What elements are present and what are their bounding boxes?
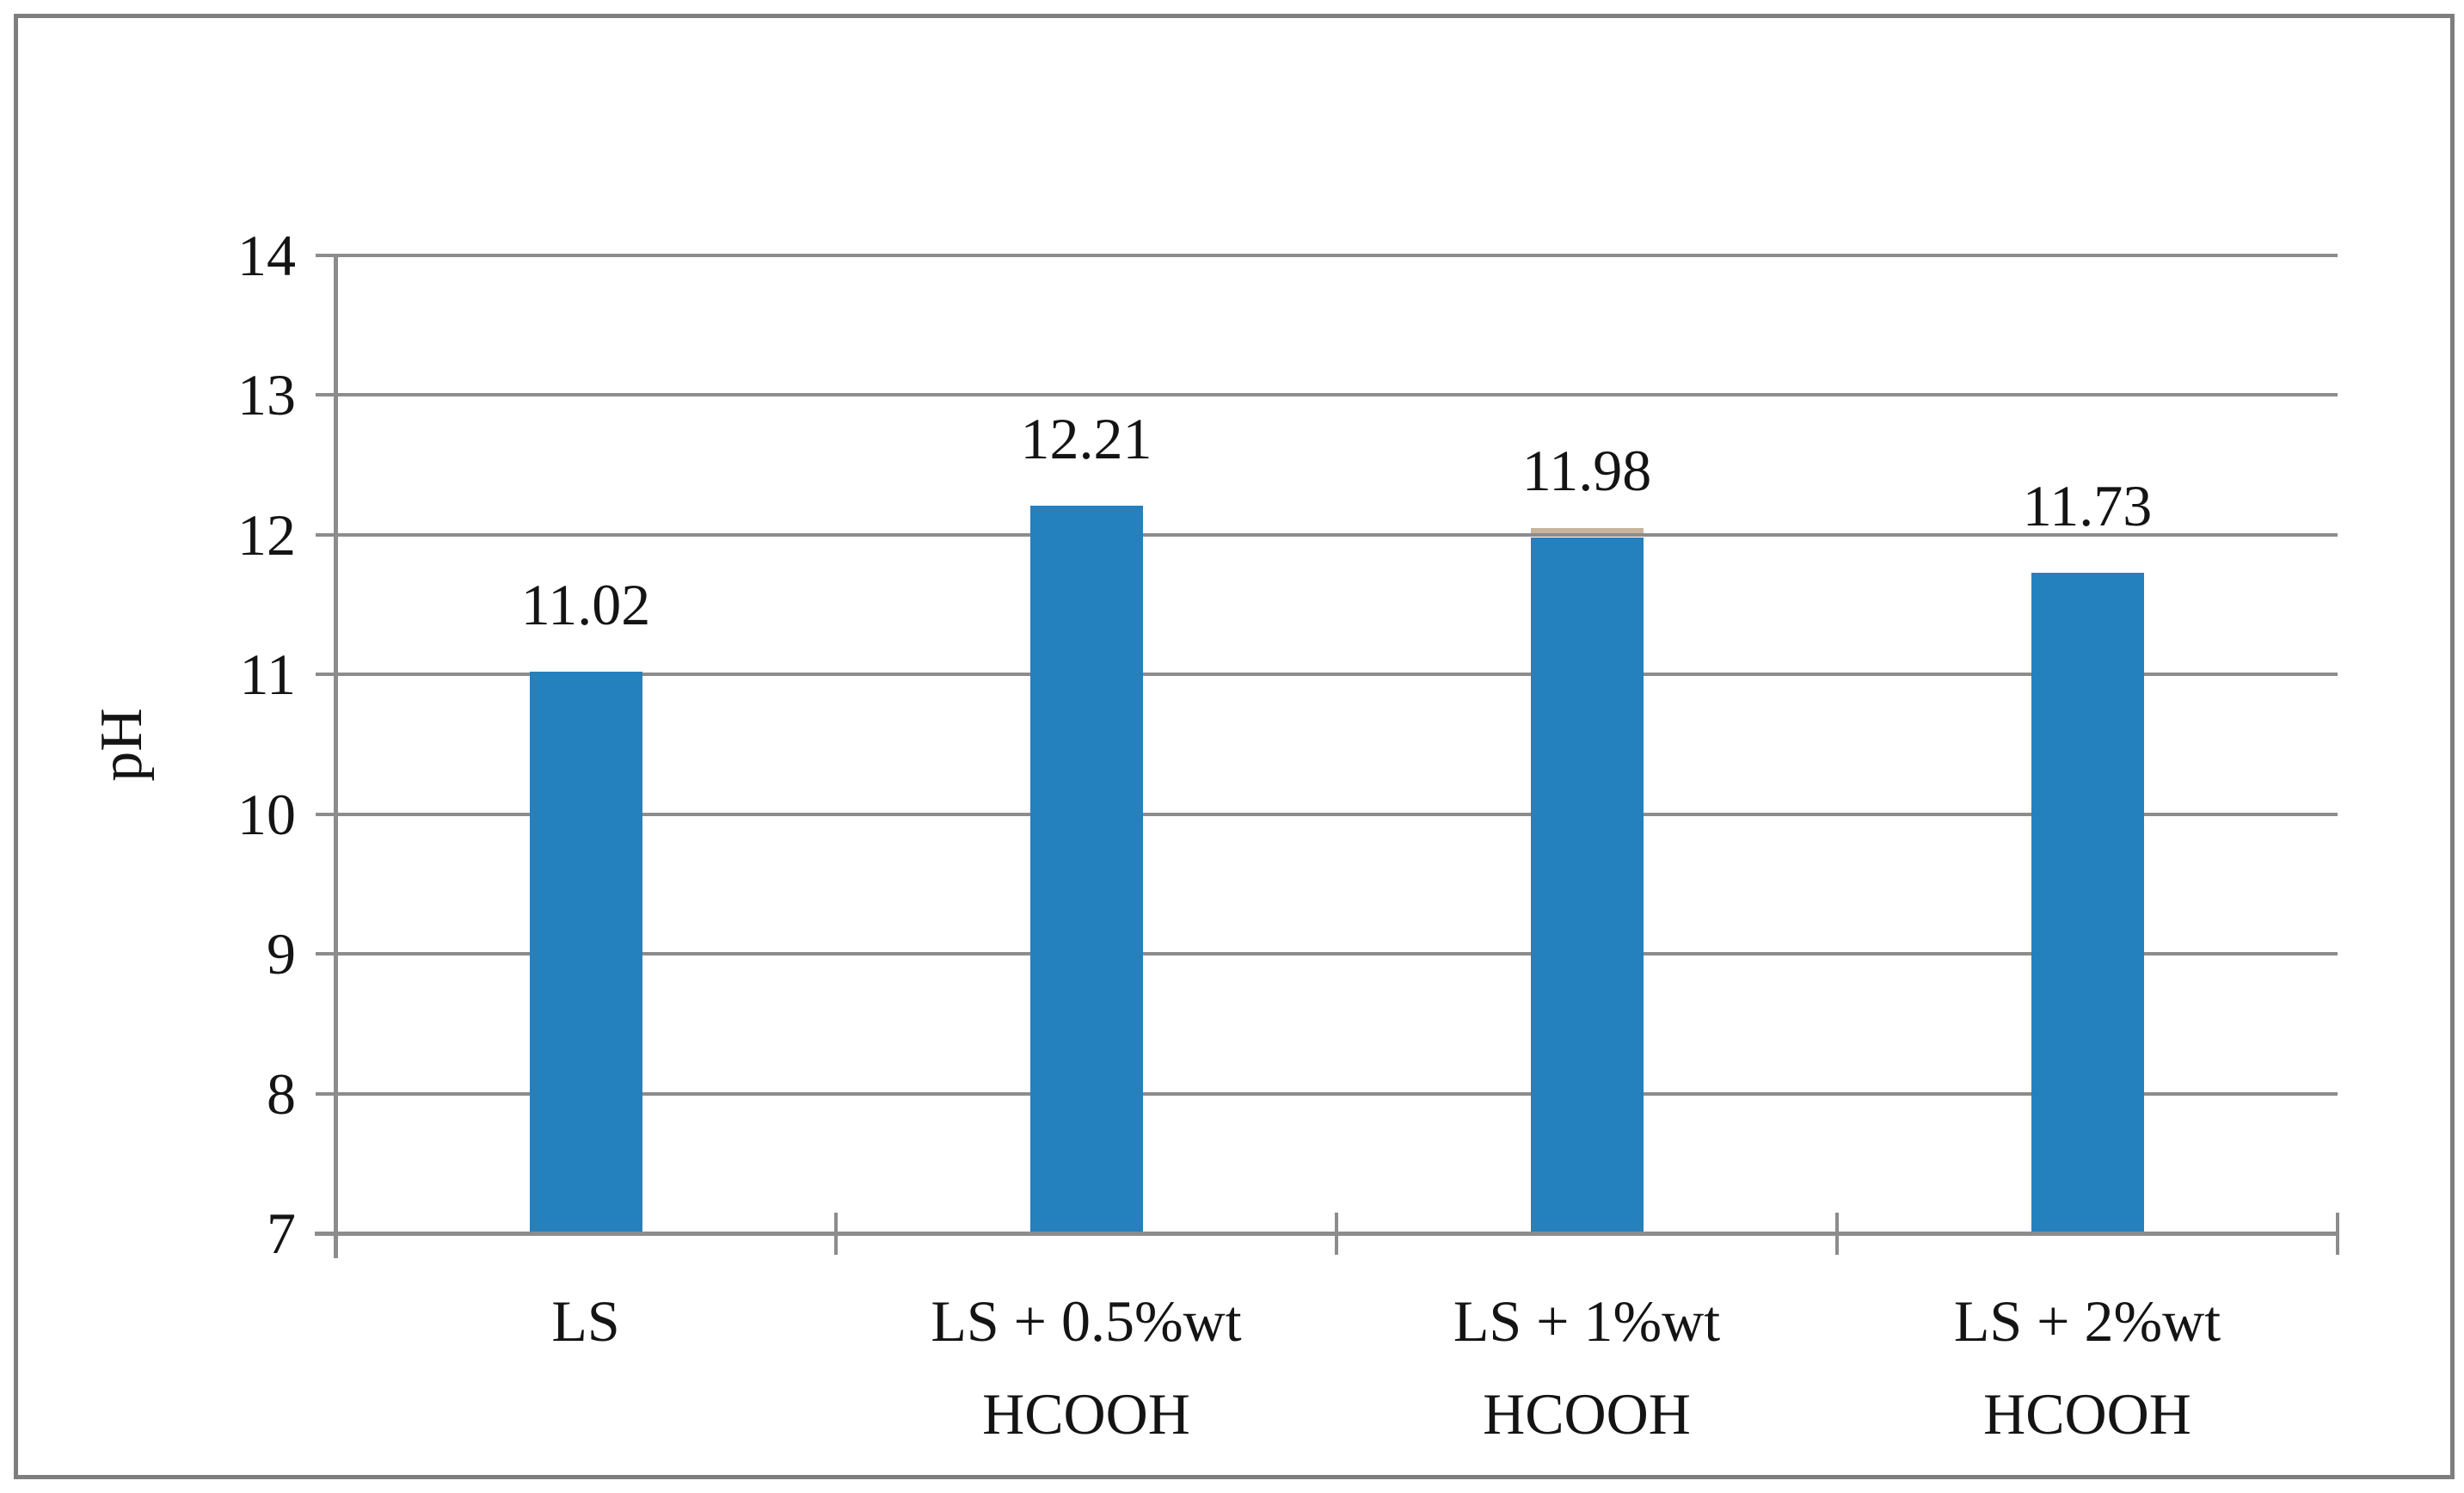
y-tick-label: 8 (267, 1060, 296, 1127)
y-axis-line (334, 254, 338, 1258)
y-axis-tick (316, 673, 335, 677)
y-gridline (335, 254, 2338, 257)
y-tick-label: 7 (267, 1201, 296, 1266)
x-category-label-line: HCOOH (1483, 1381, 1691, 1447)
y-gridline (335, 673, 2338, 677)
x-axis-tick (334, 1213, 337, 1255)
x-category-label-line: LS + 1%wt (1453, 1288, 1721, 1354)
x-category-label-line: LS (551, 1288, 620, 1354)
x-axis-tick (834, 1213, 838, 1255)
x-category-label-line: HCOOH (1983, 1381, 2191, 1447)
bar-top-artifact (1530, 528, 1644, 534)
x-axis-tick (1835, 1213, 1839, 1255)
figure-frame: pH 7 8 9 10 11 12 13 14 11.02 LS 12.21 LS + 0.5%wt H… (14, 14, 2455, 1479)
x-axis-line (315, 1232, 2339, 1236)
x-category-label: LS + 1%wt HCOOH (1336, 1275, 1837, 1460)
y-axis-tick (316, 1091, 335, 1096)
y-tick-label: 10 (237, 781, 296, 847)
bar-value-label: 11.02 (520, 572, 651, 638)
y-gridline (335, 812, 2338, 816)
y-tick-label: 9 (267, 921, 296, 987)
x-category-label-line: LS + 0.5%wt (931, 1288, 1242, 1354)
bar (2031, 572, 2144, 1233)
y-axis-tick (316, 812, 335, 816)
bar (1029, 505, 1143, 1233)
x-category-label: LS (335, 1275, 836, 1367)
x-category-label: LS + 0.5%wt HCOOH (836, 1275, 1336, 1460)
y-tick-label: 14 (237, 223, 296, 288)
y-tick-label: 11 (239, 642, 296, 708)
x-category-label-line: HCOOH (982, 1381, 1190, 1447)
bar-value-label: 11.98 (1521, 438, 1652, 504)
y-axis-tick (316, 532, 335, 537)
bar-value-label: 11.73 (2022, 472, 2153, 538)
y-tick-label: 13 (237, 362, 296, 428)
y-axis-tick (316, 393, 335, 397)
y-gridline (335, 393, 2338, 397)
y-gridline (335, 532, 2338, 537)
bar (1530, 538, 1644, 1233)
x-category-label-line: LS + 2%wt (1953, 1288, 2221, 1354)
y-gridline (335, 952, 2338, 956)
y-axis-tick (316, 254, 335, 257)
y-gridline (335, 1091, 2338, 1096)
x-category-label: LS + 2%wt HCOOH (1837, 1275, 2338, 1460)
x-axis-tick (2336, 1213, 2339, 1255)
x-axis-tick (1335, 1213, 1338, 1255)
y-tick-label: 12 (237, 501, 296, 568)
y-axis-tick (316, 952, 335, 956)
bar (529, 672, 642, 1233)
bar-value-label: 12.21 (1020, 405, 1152, 471)
